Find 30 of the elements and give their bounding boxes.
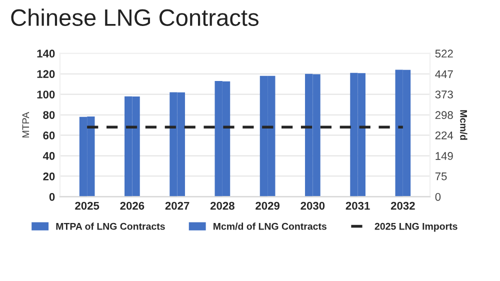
x-tick-label: 2032 xyxy=(390,202,415,210)
y2-tick-label: 224 xyxy=(435,131,454,140)
y2-tick-label: 149 xyxy=(436,152,453,160)
y-tick-label: 100 xyxy=(37,90,55,98)
y-tick-label: 120 xyxy=(37,70,55,78)
y2-axis-title: Mcm/d xyxy=(460,110,468,140)
chart-title: Chinese LNG Contracts xyxy=(11,8,258,26)
legend-label: MTPA of LNG Contracts xyxy=(56,222,165,230)
y-tick-label: 0 xyxy=(49,192,55,201)
y-tick-label: 20 xyxy=(43,172,55,180)
x-tick-label: 2030 xyxy=(300,202,325,210)
y-tick-label: 80 xyxy=(43,111,55,119)
y2-tick-label: 447 xyxy=(435,70,453,78)
x-tick-label: 2026 xyxy=(120,202,144,210)
x-tick-label: 2031 xyxy=(346,202,370,210)
legend-label: Mcm/d of LNG Contracts xyxy=(214,222,326,230)
x-tick-label: 2028 xyxy=(210,202,234,210)
y-axis-title: MTPA xyxy=(22,112,30,138)
x-tick-label: 2027 xyxy=(165,202,190,210)
legend-label: 2025 LNG Imports xyxy=(374,222,458,232)
y-tick-label: 60 xyxy=(43,132,55,140)
y2-tick-label: 75 xyxy=(435,172,447,180)
x-tick-label: 2029 xyxy=(256,202,280,210)
y-tick-label: 40 xyxy=(42,152,55,160)
x-tick-label: 2025 xyxy=(75,202,100,210)
y2-tick-label: 0 xyxy=(435,192,441,201)
y-tick-label: 140 xyxy=(37,50,55,58)
y2-tick-label: 298 xyxy=(435,111,453,120)
y2-tick-label: 522 xyxy=(435,50,453,58)
y2-tick-label: 373 xyxy=(435,90,453,98)
